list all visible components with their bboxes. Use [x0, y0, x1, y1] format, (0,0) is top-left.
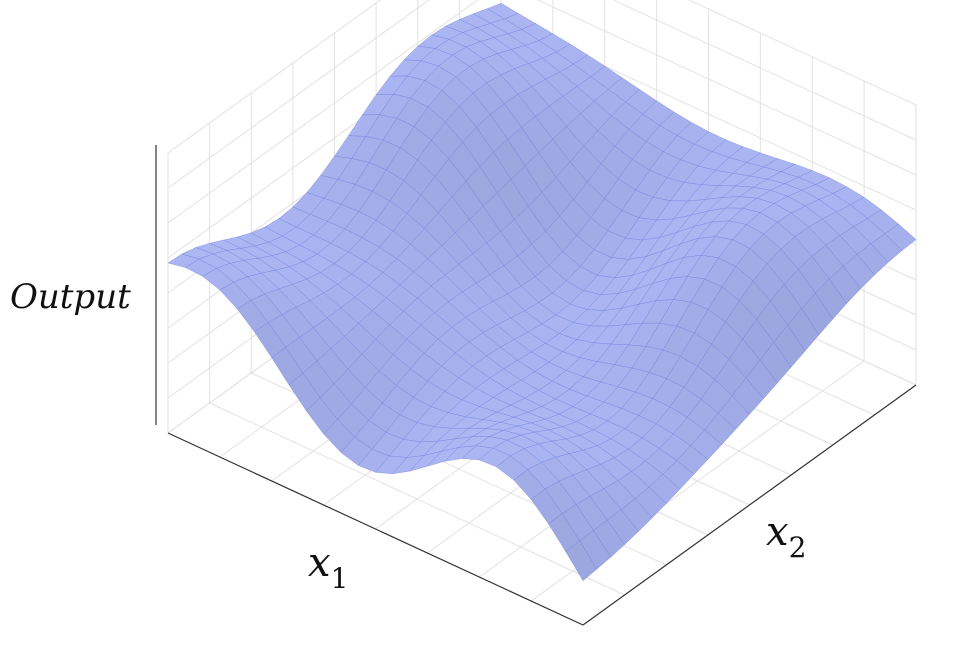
- wall-grid-line: [612, 0, 917, 141]
- wall-grid-line: [167, 0, 430, 189]
- z-axis-label: Output: [10, 277, 131, 317]
- wall-grid-line: [536, 0, 917, 176]
- x2-axis-label-subscript: 2: [789, 531, 807, 564]
- x1-axis-label-subscript: 1: [331, 562, 349, 595]
- surface-patch: [565, 540, 598, 582]
- x1-axis-label-base: x: [308, 540, 331, 586]
- x2-axis-label-base: x: [766, 509, 789, 555]
- wall-grid-line: [687, 0, 917, 106]
- axes: [155, 145, 917, 626]
- wall-grid-line: [167, 0, 479, 224]
- x1-axis-label: x1: [308, 540, 348, 595]
- surface-mesh: [167, 2, 917, 582]
- x1-axis-line: [167, 432, 584, 626]
- x2-axis-line: [582, 384, 917, 626]
- x2-axis-label: x2: [766, 509, 806, 564]
- wall-grid-line: [167, 0, 382, 154]
